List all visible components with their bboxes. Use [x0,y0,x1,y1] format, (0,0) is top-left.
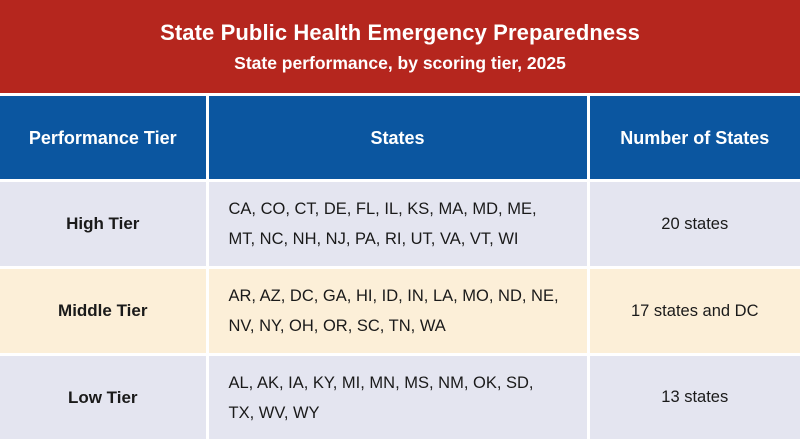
column-header-label: Performance Tier [28,127,177,148]
title-banner: State Public Health Emergency Preparedne… [0,0,800,93]
states-line: MT, NC, NH, NJ, PA, RI, UT, VA, VT, WI [228,230,519,248]
states-line: CA, CO, CT, DE, FL, IL, KS, MA, MD, ME, [228,200,537,218]
states-line: TX, WV, WY [228,403,320,422]
states-line: AL, AK, IA, KY, MI, MN, MS, NM, OK, SD, [228,373,534,392]
state-count-cell: 20 states [586,180,800,269]
state-count-cell: 13 states [586,354,800,439]
tier-name-cell: Low Tier [0,354,207,439]
table-row-low-tier: Low Tier AL, AK, IA, KY, MI, MN, MS, NM,… [0,354,800,439]
table-row-middle-tier: Middle Tier AR, AZ, DC, GA, HI, ID, IN, … [0,267,800,356]
states-line: AR, AZ, DC, GA, HI, ID, IN, LA, MO, ND, … [228,287,559,305]
column-header-states: States [205,96,588,182]
states-line: NV, NY, OH, OR, SC, TN, WA [228,317,446,335]
tier-name-cell: Middle Tier [0,267,207,356]
page-title: State Public Health Emergency Preparedne… [160,20,640,45]
states-cell: AR, AZ, DC, GA, HI, ID, IN, LA, MO, ND, … [205,267,588,356]
states-cell: AL, AK, IA, KY, MI, MN, MS, NM, OK, SD, … [205,354,588,439]
column-header-number-of-states: Number of States [586,96,800,182]
column-header-performance-tier: Performance Tier [0,96,207,182]
table-row-high-tier: High Tier CA, CO, CT, DE, FL, IL, KS, MA… [0,180,800,269]
state-count-cell: 17 states and DC [586,267,800,356]
table-header-row: Performance Tier States Number of States [0,96,800,182]
tier-name-cell: High Tier [0,180,207,269]
page-subtitle: State performance, by scoring tier, 2025 [234,53,566,73]
tier-table: Performance Tier States Number of States… [0,96,800,439]
states-cell: CA, CO, CT, DE, FL, IL, KS, MA, MD, ME, … [205,180,588,269]
